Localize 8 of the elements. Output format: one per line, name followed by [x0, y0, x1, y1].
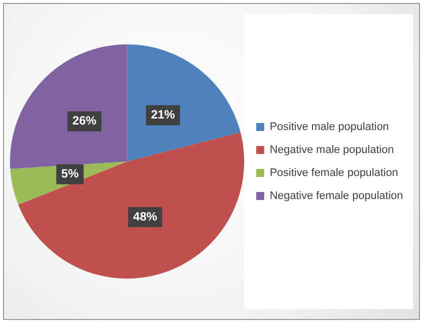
legend-label: Positive male population: [270, 121, 389, 134]
legend-label: Positive female population: [270, 167, 398, 180]
legend-label: Negative female population: [270, 190, 403, 202]
data-label: 48%: [133, 209, 158, 224]
data-label: 5%: [61, 166, 79, 181]
data-label: 26%: [72, 114, 97, 128]
legend-label: Negative male population: [270, 144, 394, 156]
data-label: 21%: [150, 108, 176, 122]
